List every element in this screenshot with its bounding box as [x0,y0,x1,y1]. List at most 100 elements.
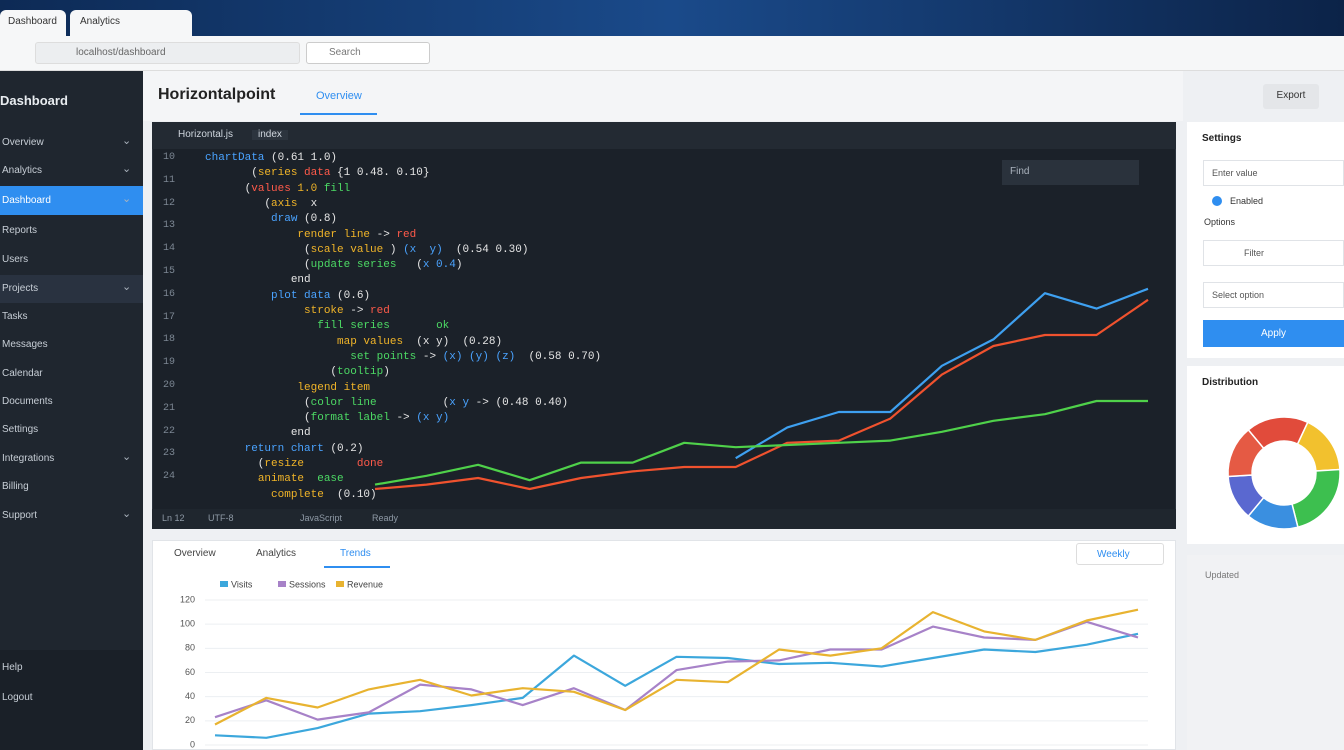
address-bar[interactable]: localhost/dashboard [35,42,300,64]
code-token: return chart [244,442,324,455]
status-item: Ready [372,513,399,523]
checkbox[interactable] [1212,196,1222,206]
line-number: 18 [163,334,176,346]
sidebar-item[interactable]: Dashboard [2,195,51,206]
code-token: red [370,305,390,317]
apply-button[interactable]: Apply [1203,320,1344,347]
line-number: 10 [163,152,176,163]
code-line: (values 1.0 fill [205,182,351,195]
line-number: 14 [163,243,176,255]
chevron[interactable]: ⌄ [122,451,132,463]
code-token: x [297,197,318,210]
sidebar-item[interactable]: Overview [2,137,44,148]
code-token: data [297,167,331,180]
card-text: Updated [1205,570,1240,580]
chevron[interactable]: ⌄ [122,281,132,293]
sidebar-link[interactable]: Help [2,662,23,673]
tab-underline [324,566,390,568]
select-input[interactable]: Select option [1203,282,1344,308]
code-token: x y [449,396,470,409]
code-token: ( [205,182,252,195]
editor-tab[interactable]: index [252,130,288,140]
card-title: Settings [1202,133,1242,144]
code-token: (0.2) [323,442,364,455]
sidebar-item[interactable]: Calendar [2,368,43,379]
panel-tab[interactable]: Analytics [256,548,297,559]
code-token: (0.58 0.70) [515,350,602,363]
code-token [205,229,297,241]
code-token: values [251,182,291,195]
export-button[interactable]: Export [1263,84,1319,109]
sidebar-item[interactable]: Billing [2,481,29,492]
sidebar-item[interactable]: Users [2,254,29,265]
sidebar-item[interactable]: Support [2,510,38,521]
code-token: animate [257,473,305,486]
panel-tab[interactable]: Trends [340,548,371,559]
panel-tab[interactable]: Overview [174,548,216,559]
tab-underline [300,113,377,115]
code-token: draw [271,213,298,226]
code-line: complete (0.10) [205,489,377,501]
line-number: 11 [163,174,176,186]
editor-tab[interactable]: Horizontal.js [178,129,234,140]
code-token: end [290,274,311,287]
sidebar-link[interactable]: Logout [2,692,33,703]
chevron[interactable]: ⌄ [122,508,132,520]
code-token: fill [317,182,351,195]
sidebar-item[interactable]: Settings [2,424,39,435]
code-token: -> [416,350,443,363]
code-token [205,382,297,394]
code-token: (x) (y) (z) [442,350,516,363]
code-token: plot data [271,289,331,302]
sidebar-item[interactable]: Messages [2,339,48,350]
filter-input[interactable]: Filter [1203,240,1344,266]
chevron[interactable]: ⌄ [122,163,132,175]
sidebar-item[interactable]: Tasks [2,311,28,322]
sidebar-item[interactable]: Reports [2,225,38,236]
sidebar-item[interactable]: Analytics [2,165,43,176]
code-token: end [205,427,311,440]
line-number: 19 [163,357,176,369]
editor-toolbar [152,122,1176,149]
code-line: fill series ok [205,321,449,332]
code-line: render line -> red [205,229,416,241]
card-title: Distribution [1202,377,1259,388]
sidebar-row [0,275,143,303]
code-token: scale value [310,243,384,256]
code-token: ( [205,412,311,425]
code-line: return chart (0.2) [205,442,364,455]
browser-tab[interactable] [70,10,192,36]
search-box[interactable]: Search [306,42,430,64]
sidebar-item[interactable]: Documents [2,396,53,407]
code-token: (x y) [403,243,443,256]
sidebar-item[interactable]: Integrations [2,453,55,464]
code-token: (0.8) [297,213,338,226]
code-token [205,473,258,485]
tab-label[interactable]: Dashboard [8,16,57,27]
code-line: (tooltip) [205,367,389,378]
header-tab[interactable]: Overview [316,90,362,102]
sidebar [0,71,143,750]
code-token: series [257,167,298,180]
code-line: (format label -> (x y) [205,413,449,424]
find-box[interactable]: Find [1002,160,1139,185]
code-line: (color line (x y -> (0.48 0.40) [205,396,568,409]
code-token: ok [436,320,450,333]
sidebar-item[interactable]: Projects [2,283,39,294]
chevron[interactable]: ⌄ [122,193,132,205]
sidebar-title: Dashboard [0,93,68,108]
code-line: legend item [205,382,370,394]
line-number: 12 [163,197,176,209]
browser-bar [0,0,1344,36]
code-line: set points -> (x) (y) (z) (0.58 0.70) [205,350,602,363]
text-input[interactable]: Enter value [1203,160,1344,186]
chevron[interactable]: ⌄ [122,135,132,147]
code-token: color line [310,396,377,409]
tab-label[interactable]: Analytics [80,16,121,27]
code-token: {1 0.48. 0.10} [330,167,430,180]
browser-tab[interactable] [0,10,66,36]
page-title: Horizontalpoint [158,86,276,103]
chart-panel [152,540,1176,750]
range-select[interactable]: Weekly [1076,543,1164,565]
